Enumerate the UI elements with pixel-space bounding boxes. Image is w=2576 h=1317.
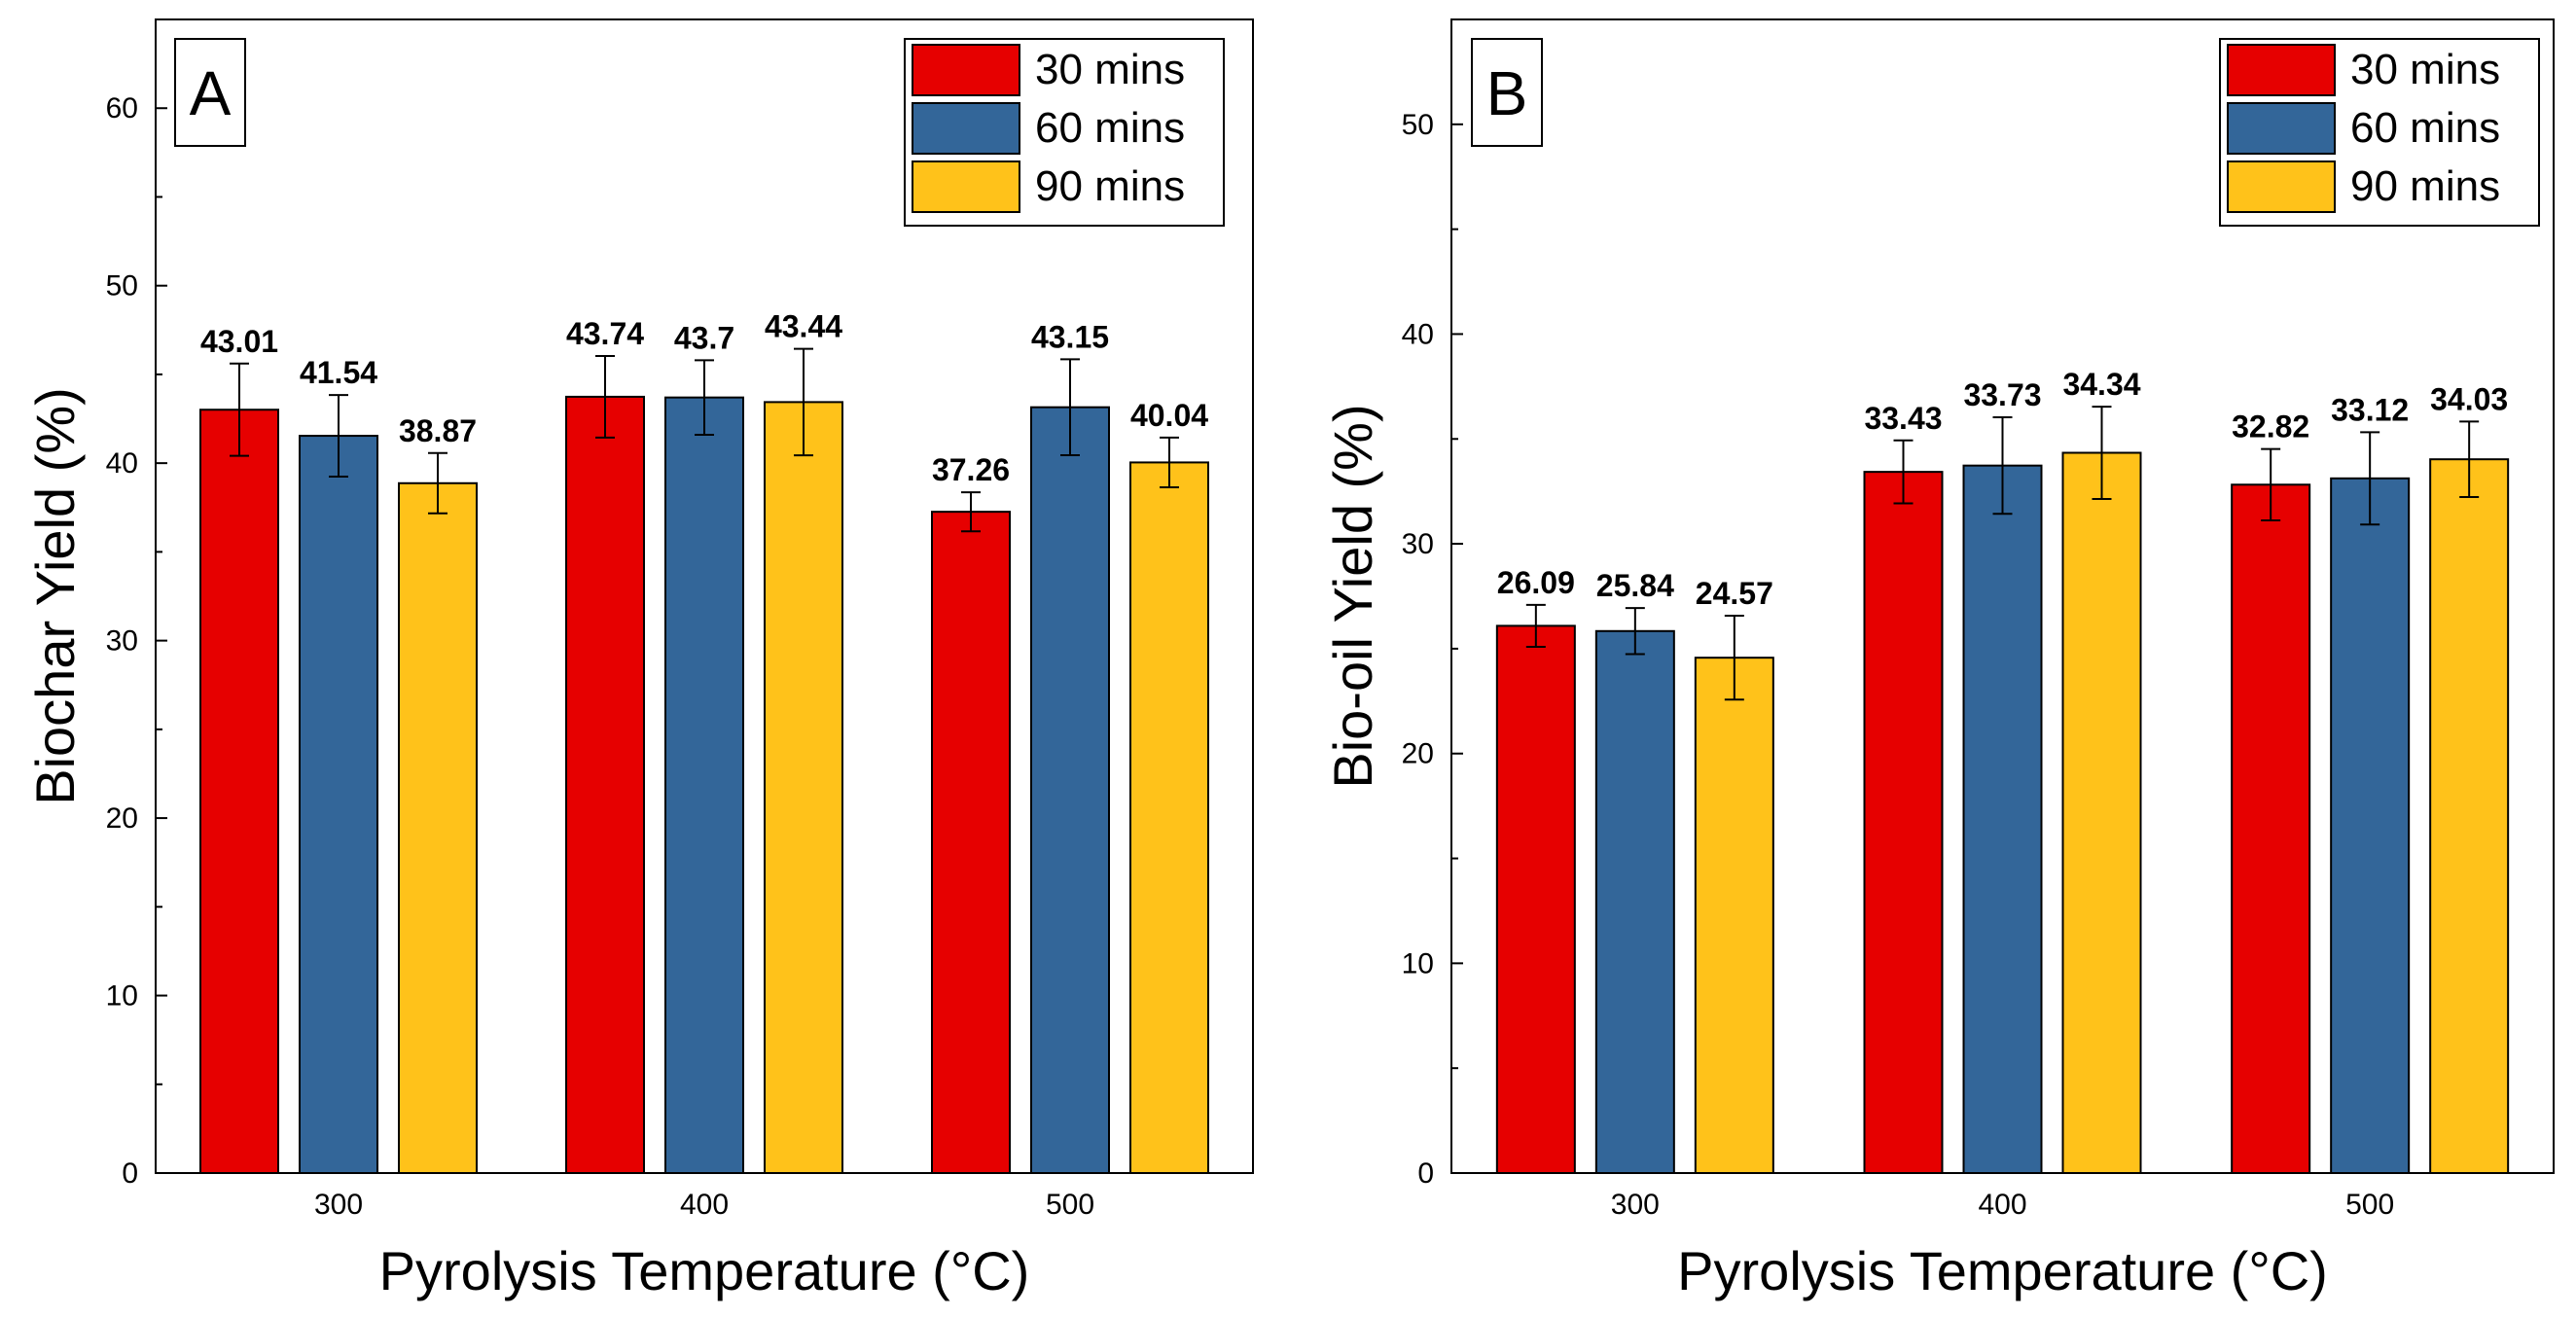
bar (1495, 624, 1576, 1174)
legend-swatch (912, 44, 1020, 96)
y-tick-label: 0 (122, 1157, 138, 1190)
y-tick-label: 20 (106, 802, 138, 835)
data-label: 24.57 (1696, 576, 1773, 611)
y-tick-label: 0 (1417, 1157, 1434, 1190)
bar (1694, 657, 1774, 1174)
bar (2429, 458, 2510, 1174)
data-label: 34.34 (2062, 367, 2140, 402)
y-tick-label: 30 (106, 625, 138, 658)
legend-swatch (912, 102, 1020, 155)
legend-label: 90 mins (2350, 162, 2500, 210)
y-tick-label: 30 (1402, 528, 1434, 560)
panel-a: 0 10 20 30 40 50 60 300 43.01 41.54 38.87 400 43.74 4… (24, 18, 1254, 1301)
panel-label-box (174, 38, 246, 147)
legend-label: 90 mins (1035, 162, 1185, 210)
data-label: 40.04 (1130, 398, 1208, 433)
legend-swatch (2227, 160, 2336, 213)
x-axis-title: Pyrolysis Temperature (°C) (1677, 1240, 2328, 1301)
bar (664, 396, 744, 1174)
bar (1594, 629, 1675, 1174)
data-label: 43.01 (200, 324, 278, 359)
legend-label: 60 mins (1035, 104, 1185, 152)
x-tick-label: 400 (680, 1189, 729, 1221)
data-label: 43.44 (765, 309, 842, 344)
data-label: 33.73 (1963, 377, 2041, 412)
panel-b: 0 10 20 30 40 50 300 26.09 25.84 24.57 400 33.43 33.… (1322, 18, 2555, 1301)
data-label: 33.43 (1864, 401, 1942, 436)
legend-label: 60 mins (2350, 104, 2500, 152)
y-tick-label: 50 (106, 270, 138, 303)
data-label: 41.54 (300, 355, 377, 390)
bar (2061, 451, 2142, 1175)
bar (565, 395, 645, 1175)
y-tick-label: 40 (1402, 318, 1434, 350)
data-label: 25.84 (1596, 568, 1674, 603)
data-label: 37.26 (932, 452, 1010, 487)
y-tick-label: 20 (1402, 738, 1434, 770)
data-label: 43.7 (674, 320, 734, 355)
x-tick-label: 400 (1978, 1189, 2026, 1221)
x-tick-label: 500 (1046, 1189, 1094, 1221)
bar (1129, 461, 1209, 1174)
data-label: 38.87 (399, 413, 477, 448)
y-axis-title: Bio-oil Yield (%) (1322, 404, 1383, 788)
x-tick-label: 300 (314, 1189, 363, 1221)
bar (764, 401, 843, 1174)
bar (1962, 464, 2043, 1174)
bar (2231, 483, 2311, 1175)
legend-swatch (2227, 102, 2336, 155)
bar (1863, 471, 1944, 1174)
legend-swatch (912, 160, 1020, 213)
data-label: 32.82 (2232, 409, 2309, 445)
bar (1030, 406, 1110, 1174)
data-label: 43.74 (566, 316, 644, 351)
x-axis-title: Pyrolysis Temperature (°C) (379, 1240, 1030, 1301)
x-tick-label: 300 (1611, 1189, 1660, 1221)
panel-label: A (190, 58, 232, 128)
legend-swatch (2227, 44, 2336, 96)
data-label: 26.09 (1497, 565, 1575, 600)
data-label: 34.03 (2430, 381, 2508, 416)
legend-label: 30 mins (1035, 46, 1185, 93)
bar (199, 409, 279, 1174)
bar (398, 481, 478, 1175)
y-tick-label: 40 (106, 447, 138, 480)
y-tick-label: 50 (1402, 109, 1434, 141)
data-label: 33.12 (2331, 392, 2409, 427)
y-tick-label: 10 (106, 980, 138, 1013)
panel-label: B (1486, 58, 1528, 128)
bar (931, 511, 1011, 1174)
panel-label-box (1471, 38, 1543, 147)
bar (299, 435, 378, 1175)
y-tick-label: 60 (106, 92, 138, 125)
bar (2330, 477, 2411, 1174)
y-axis-title: Biochar Yield (%) (24, 387, 86, 805)
y-tick-label: 10 (1402, 947, 1434, 979)
x-tick-label: 500 (2345, 1189, 2394, 1221)
data-label: 43.15 (1031, 319, 1109, 354)
legend-label: 30 mins (2350, 46, 2500, 93)
